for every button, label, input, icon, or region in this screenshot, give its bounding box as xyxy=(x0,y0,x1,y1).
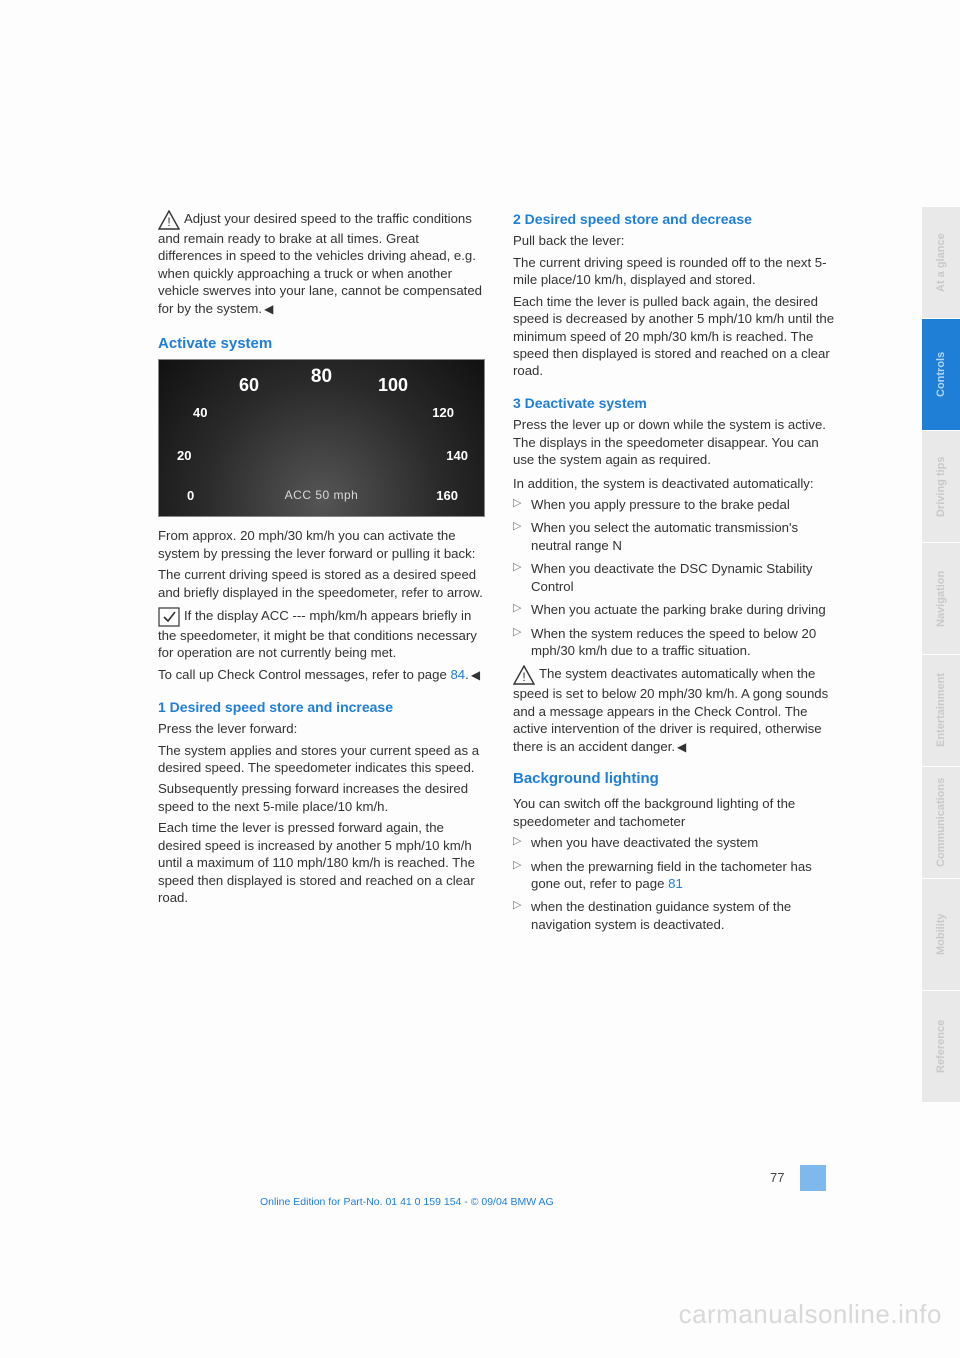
para-deact-2: In addition, the system is deactivated a… xyxy=(513,475,840,492)
warning-note-1: ! Adjust your desired speed to the traff… xyxy=(158,210,485,318)
list-item: When you actuate the parking brake durin… xyxy=(513,601,840,618)
speedo-num: 160 xyxy=(436,487,458,504)
para-activate-1: From approx. 20 mph/30 km/h you can acti… xyxy=(158,527,485,562)
info-text-1b-post: . xyxy=(465,667,469,682)
heading-store-increase: 1 Desired speed store and increase xyxy=(158,698,485,716)
speedo-num: 140 xyxy=(446,447,468,464)
svg-text:!: ! xyxy=(167,215,170,229)
end-mark: ◀ xyxy=(677,740,686,756)
page-link-81[interactable]: 81 xyxy=(668,876,683,891)
para-inc-4: Each time the lever is pressed forward a… xyxy=(158,819,485,906)
page-number-bar xyxy=(800,1165,826,1191)
list-item: when the prewarning field in the tachome… xyxy=(513,858,840,893)
background-lighting-list: when you have deactivated the system whe… xyxy=(513,834,840,933)
speedo-num: 120 xyxy=(432,404,454,421)
speedometer-figure: 0 20 40 60 80 100 120 140 160 ACC 50 mph xyxy=(158,359,485,517)
tab-driving-tips[interactable]: Driving tips xyxy=(922,430,960,542)
footer-copyright: Online Edition for Part-No. 01 41 0 159 … xyxy=(260,1196,554,1208)
para-dec-2: The current driving speed is rounded off… xyxy=(513,254,840,289)
list-item: When you apply pressure to the brake ped… xyxy=(513,496,840,513)
para-dec-3: Each time the lever is pulled back again… xyxy=(513,293,840,380)
info-note-1: If the display ACC --- mph/km/h appears … xyxy=(158,607,485,662)
speedo-num: 60 xyxy=(239,374,259,398)
tab-communications[interactable]: Communications xyxy=(922,766,960,878)
info-text-1a: If the display ACC --- mph/km/h appears … xyxy=(158,608,477,660)
page-content: ! Adjust your desired speed to the traff… xyxy=(158,210,840,939)
info-note-1b: To call up Check Control messages, refer… xyxy=(158,666,485,684)
page-link-84[interactable]: 84 xyxy=(450,667,465,682)
heading-activate-system: Activate system xyxy=(158,334,485,354)
para-dec-1: Pull back the lever: xyxy=(513,232,840,249)
para-bg-1: You can switch off the background lighti… xyxy=(513,795,840,830)
speedo-acc-label: ACC 50 mph xyxy=(285,488,359,504)
tab-mobility[interactable]: Mobility xyxy=(922,878,960,990)
end-mark: ◀ xyxy=(264,302,273,318)
info-text-1b-pre: To call up Check Control messages, refer… xyxy=(158,667,450,682)
warning-note-2: ! The system deactivates automatically w… xyxy=(513,665,840,755)
left-column: ! Adjust your desired speed to the traff… xyxy=(158,210,485,939)
page-number: 77 xyxy=(770,1170,784,1185)
deactivate-list: When you apply pressure to the brake ped… xyxy=(513,496,840,659)
warning-icon: ! xyxy=(158,210,180,230)
end-mark: ◀ xyxy=(471,668,480,684)
heading-store-decrease: 2 Desired speed store and decrease xyxy=(513,210,840,228)
tab-entertainment[interactable]: Entertainment xyxy=(922,654,960,766)
speedo-num: 20 xyxy=(177,447,191,464)
para-deact-1: Press the lever up or down while the sys… xyxy=(513,416,840,468)
warning-icon: ! xyxy=(513,665,535,685)
speedo-num: 100 xyxy=(378,374,408,398)
tab-reference[interactable]: Reference xyxy=(922,990,960,1102)
heading-deactivate: 3 Deactivate system xyxy=(513,394,840,412)
watermark: carmanualsonline.info xyxy=(679,1299,942,1330)
para-inc-1: Press the lever forward: xyxy=(158,720,485,737)
para-inc-3: Subsequently pressing forward increases … xyxy=(158,780,485,815)
list-item: when you have deactivated the system xyxy=(513,834,840,851)
svg-text:!: ! xyxy=(522,670,525,684)
list-item: When you deactivate the DSC Dynamic Stab… xyxy=(513,560,840,595)
warning-text-2: The system deactivates automatically whe… xyxy=(513,666,828,753)
tab-at-a-glance[interactable]: At a glance xyxy=(922,206,960,318)
para-activate-2: The current driving speed is stored as a… xyxy=(158,566,485,601)
speedo-num: 80 xyxy=(311,364,332,389)
warning-text-1: Adjust your desired speed to the traffic… xyxy=(158,211,482,316)
speedo-num: 40 xyxy=(193,404,207,421)
para-inc-2: The system applies and stores your curre… xyxy=(158,742,485,777)
right-column: 2 Desired speed store and decrease Pull … xyxy=(513,210,840,939)
tab-controls[interactable]: Controls xyxy=(922,318,960,430)
list-item: when the destination guidance system of … xyxy=(513,898,840,933)
heading-background-lighting: Background lighting xyxy=(513,769,840,789)
list-item: When you select the automatic transmissi… xyxy=(513,519,840,554)
section-tabs: At a glance Controls Driving tips Naviga… xyxy=(922,206,960,1102)
info-icon xyxy=(158,607,180,627)
list-item: When the system reduces the speed to bel… xyxy=(513,625,840,660)
speedo-num: 0 xyxy=(187,487,194,504)
tab-navigation[interactable]: Navigation xyxy=(922,542,960,654)
